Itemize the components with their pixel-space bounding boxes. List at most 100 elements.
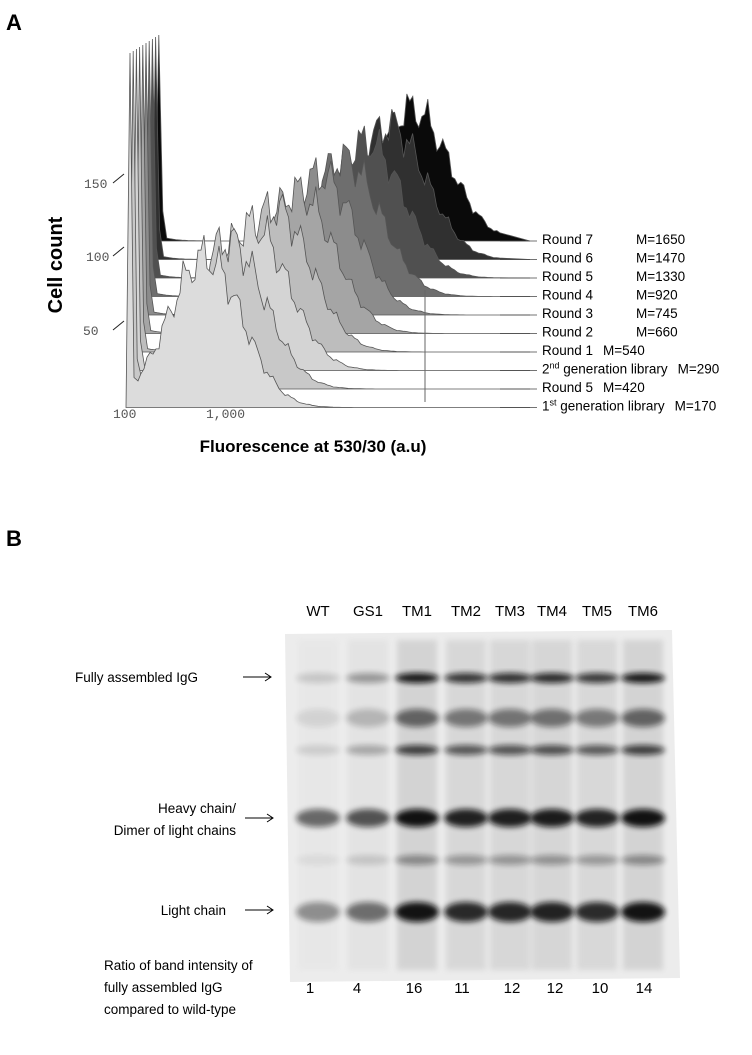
band — [444, 709, 488, 727]
legend-text: generation library — [560, 362, 668, 377]
ratio-value: 10 — [592, 980, 609, 997]
band — [296, 673, 340, 683]
legend-mean: M=745 — [636, 306, 678, 321]
band — [395, 809, 439, 827]
legend-entry: 1st generation library M=170 — [542, 398, 716, 414]
lane-label: TM1 — [402, 603, 432, 620]
band — [346, 809, 390, 827]
legend-entry: Round 1 M=540 — [542, 343, 645, 358]
x-axis-label: Fluorescence at 530/30 (a.u) — [200, 437, 427, 456]
band-label: Dimer of light chains — [114, 823, 237, 838]
lane-label: WT — [306, 603, 329, 620]
superscript: st — [550, 398, 558, 408]
legend-mean: M=420 — [603, 380, 645, 395]
band — [530, 809, 574, 827]
ratio-label: fully assembled IgG — [104, 980, 223, 995]
legend-text: Round 3 — [542, 306, 593, 321]
band — [395, 709, 439, 727]
band — [395, 745, 439, 755]
y-tick — [112, 246, 125, 257]
ratio-values: 1 4 16 11 12 12 10 14 — [306, 980, 653, 997]
band — [575, 673, 619, 683]
band — [346, 709, 390, 727]
lane-label: TM2 — [451, 603, 481, 620]
legend-mean: M=660 — [636, 325, 678, 340]
band — [530, 745, 574, 755]
arrow — [245, 905, 274, 915]
band — [575, 745, 619, 755]
lane-label: TM5 — [582, 603, 612, 620]
legend-mean: M=170 — [675, 399, 717, 414]
band — [395, 855, 439, 865]
arrows — [243, 672, 274, 915]
ratio-value: 16 — [406, 980, 423, 997]
band — [296, 855, 340, 865]
histogram-stack — [125, 34, 537, 408]
y-tick-label: 100 — [86, 250, 109, 265]
ratio-value: 1 — [306, 980, 314, 997]
band — [530, 902, 574, 922]
legend-entry: Round 7 M=1650 — [542, 232, 685, 247]
legend-text: Round 4 — [542, 288, 594, 303]
y-tick-label: 50 — [83, 324, 99, 339]
histogram-layer — [125, 52, 530, 408]
band — [395, 902, 439, 922]
ratio-value: 4 — [353, 980, 361, 997]
band — [575, 809, 619, 827]
legend-mean: M=920 — [636, 288, 678, 303]
band — [621, 855, 665, 865]
legend-text: generation library — [557, 399, 665, 414]
y-tick-label: 150 — [84, 177, 107, 192]
band — [621, 809, 665, 827]
band — [621, 709, 665, 727]
gel-image — [285, 630, 680, 982]
band — [488, 745, 532, 755]
band — [296, 709, 340, 727]
band — [530, 855, 574, 865]
band-label: Light chain — [161, 903, 226, 918]
legend-text: Round 5 — [542, 380, 593, 395]
band — [488, 809, 532, 827]
ratio-value: 11 — [454, 980, 470, 997]
panel-label: A — [6, 10, 22, 35]
band — [296, 902, 340, 922]
band — [346, 855, 390, 865]
band — [575, 902, 619, 922]
x-tick-label: 100 — [113, 407, 136, 422]
lane-labels: WT GS1 TM1 TM2 TM3 TM4 TM5 TM6 — [306, 603, 658, 620]
band — [575, 855, 619, 865]
y-tick — [112, 320, 125, 331]
legend-entry: Round 4 M=920 — [542, 288, 678, 303]
ratio-value: 12 — [547, 980, 564, 997]
band — [488, 902, 532, 922]
band-label: Heavy chain/ — [158, 801, 236, 816]
legend-mean: M=1650 — [636, 232, 685, 247]
band — [296, 745, 340, 755]
arrow — [245, 813, 274, 823]
band — [488, 673, 532, 683]
ratio-value: 14 — [636, 980, 653, 997]
band — [621, 902, 665, 922]
band — [530, 709, 574, 727]
legend-text: 1 — [542, 399, 550, 414]
band — [395, 673, 439, 683]
legend-mean: M=290 — [678, 362, 720, 377]
legend-text: Round 7 — [542, 232, 593, 247]
band — [346, 902, 390, 922]
legend-text: Round 1 — [542, 343, 593, 358]
arrow — [243, 672, 272, 682]
band — [444, 902, 488, 922]
legend-text: Round 6 — [542, 251, 593, 266]
band — [346, 745, 390, 755]
legend-entry: Round 3 M=745 — [542, 306, 678, 321]
ratio-label: Ratio of band intensity of — [104, 958, 253, 973]
legend-entry: Round 2 M=660 — [542, 325, 678, 340]
band — [296, 809, 340, 827]
panel-label: B — [6, 526, 22, 551]
band — [530, 673, 574, 683]
band — [346, 673, 390, 683]
y-tick — [112, 173, 125, 184]
band — [575, 709, 619, 727]
